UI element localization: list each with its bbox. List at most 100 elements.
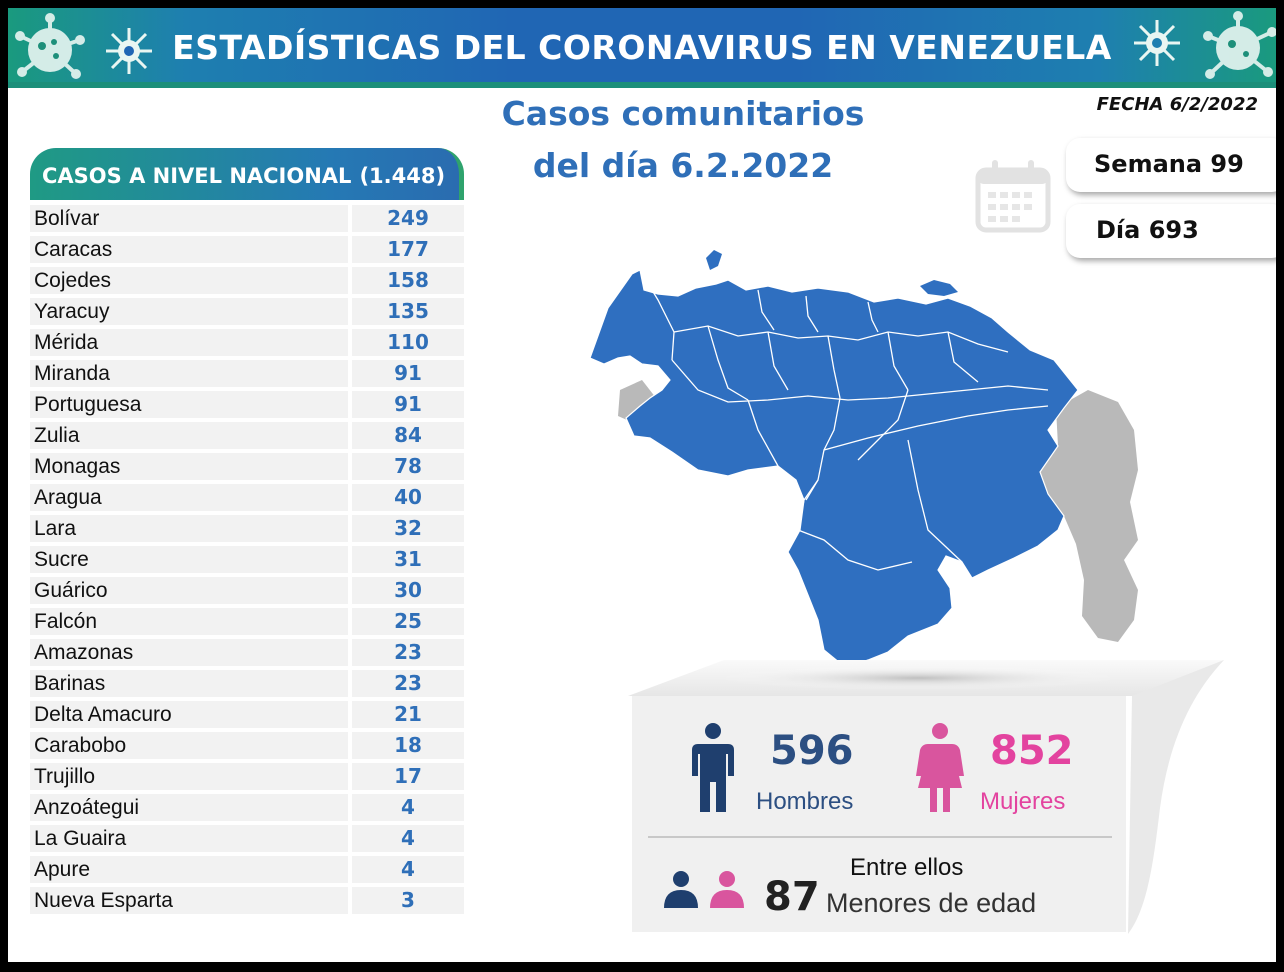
table-row: Apure 4 <box>30 855 464 886</box>
national-cases-label-wrap: CASOS A NIVEL NACIONAL (1.448) <box>42 164 445 188</box>
table-row: Amazonas 23 <box>30 638 464 669</box>
men-count: 596 <box>770 728 854 774</box>
subtitle-line-2: del día 6.2.2022 <box>532 146 834 185</box>
state-name: Mérida <box>30 329 348 356</box>
minors-count: 87 <box>764 874 820 920</box>
state-name: Yaracuy <box>30 298 348 325</box>
table-row: Nueva Esparta 3 <box>30 886 464 917</box>
state-value: 4 <box>352 856 464 883</box>
virus-icon-right <box>1203 11 1276 79</box>
map-state-borders <box>639 269 1049 571</box>
state-name: Trujillo <box>30 763 348 790</box>
national-cases-total: (1.448) <box>359 164 446 188</box>
table-row: Aragua 40 <box>30 483 464 514</box>
man-icon <box>692 723 734 812</box>
virus-icon <box>15 13 85 79</box>
state-value: 135 <box>352 298 464 325</box>
state-value: 4 <box>352 794 464 821</box>
table-row: Lara 32 <box>30 514 464 545</box>
state-value: 158 <box>352 267 464 294</box>
title-banner: ESTADÍSTICAS DEL CORONAVIRUS EN VENEZUEL… <box>8 8 1276 86</box>
state-value: 84 <box>352 422 464 449</box>
table-row: Falcón 25 <box>30 607 464 638</box>
state-value: 78 <box>352 453 464 480</box>
state-value: 32 <box>352 515 464 542</box>
state-value: 23 <box>352 639 464 666</box>
national-cases-header: CASOS A NIVEL NACIONAL (1.448) <box>30 148 464 200</box>
day-pill: Día 693 <box>1066 204 1276 258</box>
state-name: Guárico <box>30 577 348 604</box>
state-name: Falcón <box>30 608 348 635</box>
pedestal-shape <box>628 660 1224 934</box>
states-table: Bolívar 249 Caracas 177 Cojedes 158 Yaracuy 135… <box>30 204 464 917</box>
banner-title: ESTADÍSTICAS DEL CORONAVIRUS EN VENEZUEL… <box>172 28 1112 67</box>
virus-icon-small <box>106 28 152 74</box>
gender-stats-panel: 596 Hombres 852 Mujeres Entre ellos 87 M… <box>632 696 1126 932</box>
week-pill: Semana 99 <box>1066 138 1276 192</box>
state-name: Lara <box>30 515 348 542</box>
table-row: Miranda 91 <box>30 359 464 390</box>
state-name: Amazonas <box>30 639 348 666</box>
week-label: Semana 99 <box>1094 150 1244 178</box>
national-cases-label: CASOS A NIVEL NACIONAL <box>42 164 352 188</box>
table-row: Anzoátegui 4 <box>30 793 464 824</box>
state-name: Caracas <box>30 236 348 263</box>
woman-icon <box>916 723 964 812</box>
child-boy-icon <box>664 871 698 908</box>
date-label: FECHA 6/2/2022 <box>1096 94 1258 115</box>
state-value: 40 <box>352 484 464 511</box>
table-row: Sucre 31 <box>30 545 464 576</box>
table-row: Mérida 110 <box>30 328 464 359</box>
state-name: Delta Amacuro <box>30 701 348 728</box>
state-name: Apure <box>30 856 348 883</box>
panel-divider <box>648 836 1112 838</box>
map-falcon-peninsula <box>706 250 722 270</box>
state-name: Cojedes <box>30 267 348 294</box>
table-row: Delta Amacuro 21 <box>30 700 464 731</box>
women-count: 852 <box>990 728 1074 774</box>
men-label: Hombres <box>756 788 854 815</box>
state-name: Miranda <box>30 360 348 387</box>
table-row: Guárico 30 <box>30 576 464 607</box>
day-label: Día 693 <box>1096 216 1199 244</box>
child-girl-icon <box>710 871 744 908</box>
state-value: 31 <box>352 546 464 573</box>
table-row: Carabobo 18 <box>30 731 464 762</box>
state-name: Aragua <box>30 484 348 511</box>
table-row: Bolívar 249 <box>30 204 464 235</box>
state-value: 17 <box>352 763 464 790</box>
table-row: La Guaira 4 <box>30 824 464 855</box>
infographic-card: ESTADÍSTICAS DEL CORONAVIRUS EN VENEZUEL… <box>8 8 1276 962</box>
women-label: Mujeres <box>980 788 1066 815</box>
minors-intro: Entre ellos <box>850 854 964 881</box>
state-name: Anzoátegui <box>30 794 348 821</box>
state-value: 177 <box>352 236 464 263</box>
state-value: 91 <box>352 360 464 387</box>
guayana-esequiba-region <box>1040 390 1138 642</box>
state-name: Nueva Esparta <box>30 887 348 914</box>
banner-bottom-stripe <box>8 82 1276 88</box>
calendar-icon <box>975 160 1051 233</box>
subtitle-line-1: Casos comunitarios <box>501 94 865 133</box>
venezuela-map <box>589 250 1138 669</box>
state-name: Carabobo <box>30 732 348 759</box>
table-row: Portuguesa 91 <box>30 390 464 421</box>
state-value: 25 <box>352 608 464 635</box>
state-name: Sucre <box>30 546 348 573</box>
state-name: Monagas <box>30 453 348 480</box>
state-value: 18 <box>352 732 464 759</box>
map-nueva-esparta <box>920 280 958 296</box>
state-value: 249 <box>352 205 464 232</box>
state-value: 21 <box>352 701 464 728</box>
table-row: Barinas 23 <box>30 669 464 700</box>
state-value: 91 <box>352 391 464 418</box>
subtitle: Casos comunitarios del día 6.2.2022 <box>448 88 918 192</box>
table-row: Caracas 177 <box>30 235 464 266</box>
state-name: La Guaira <box>30 825 348 852</box>
state-name: Zulia <box>30 422 348 449</box>
state-name: Portuguesa <box>30 391 348 418</box>
state-value: 30 <box>352 577 464 604</box>
table-row: Yaracuy 135 <box>30 297 464 328</box>
state-value: 23 <box>352 670 464 697</box>
minors-label: Menores de edad <box>826 888 1037 918</box>
